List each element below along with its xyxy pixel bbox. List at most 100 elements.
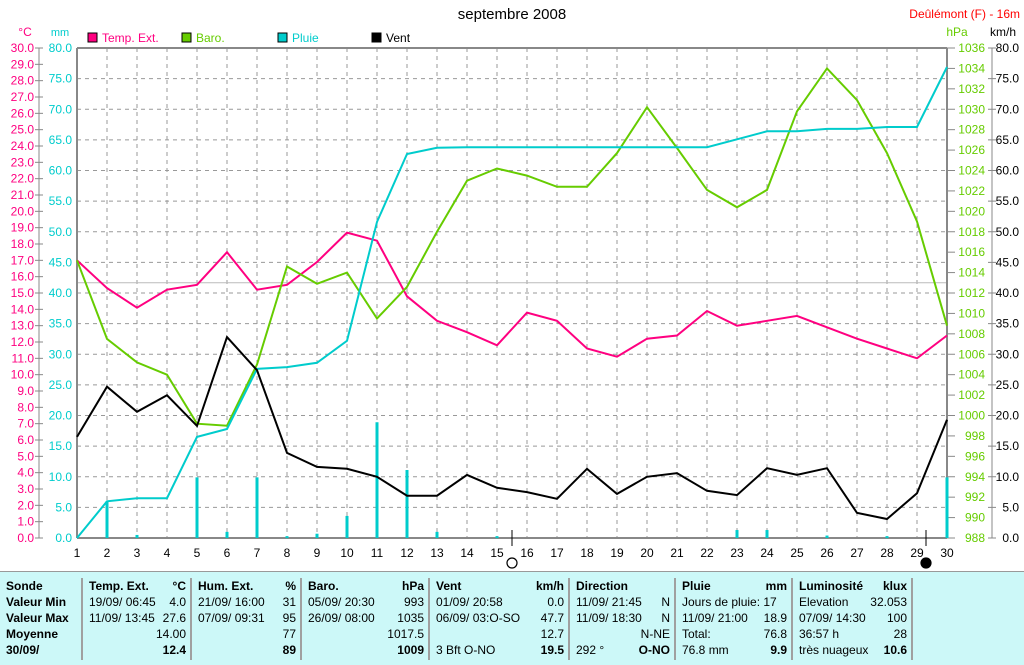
table-row: 36:57 h 28 <box>793 626 911 642</box>
wind-tick-label: 65.0 <box>996 133 1020 147</box>
baro-tick-label: 1018 <box>958 225 985 239</box>
table-row: 292 ° O-NO <box>570 642 674 658</box>
daily-rain-bar <box>225 531 229 538</box>
baro-tick-label: 1014 <box>958 266 985 280</box>
column-unit: % <box>285 579 296 593</box>
wind-tick-label: 25.0 <box>996 378 1020 392</box>
table-column-temp-ext-: Temp. Ext. °C 19/09/ 06:45 4.0 11/09/ 13:45 2… <box>83 578 192 660</box>
temp-tick-label: 4.0 <box>17 466 34 480</box>
baro-tick-label: 996 <box>965 449 985 463</box>
daily-rain-bar <box>255 477 259 538</box>
legend-swatch <box>371 32 382 43</box>
x-tick-label: 25 <box>790 546 804 560</box>
table-row: très nuageux 10.6 <box>793 642 911 658</box>
table-column-baro-: Baro. hPa 05/09/ 20:30 993 26/09/ 08:00 1035 1… <box>302 578 430 660</box>
cell-label: 11/09/ 18:30 <box>576 611 642 625</box>
column-header: Sonde <box>6 579 43 593</box>
cell-label: Moyenne <box>6 627 59 641</box>
temp-tick-label: 3.0 <box>17 482 34 496</box>
rain-tick-label: 0.0 <box>55 531 72 545</box>
cell-label: 26/09/ 08:00 <box>308 611 375 625</box>
wind-tick-label: 75.0 <box>996 72 1020 86</box>
baro-tick-label: 1028 <box>958 123 985 137</box>
rain-tick-label: 25.0 <box>49 378 73 392</box>
x-tick-label: 1 <box>74 546 81 560</box>
table-header: Vent km/h <box>430 578 568 594</box>
rain-tick-label: 80.0 <box>49 41 73 55</box>
table-header: Sonde <box>0 578 81 594</box>
temp-tick-label: 29.0 <box>11 57 35 71</box>
baro-tick-label: 1030 <box>958 102 985 116</box>
table-row: 26/09/ 08:00 1035 <box>302 610 428 626</box>
table-row: 1009 <box>302 642 428 658</box>
cell-value: N <box>661 611 670 625</box>
column-header: Baro. <box>308 579 339 593</box>
table-row: 77 <box>192 626 300 642</box>
cell-label: 11/09/ 21:45 <box>576 595 642 609</box>
table-row: Valeur Min <box>0 594 81 610</box>
table-header: Pluie mm <box>676 578 791 594</box>
x-tick-label: 16 <box>520 546 534 560</box>
cell-label: Valeur Min <box>6 595 67 609</box>
rain-tick-label: 40.0 <box>49 286 73 300</box>
temp-tick-label: 17.0 <box>11 253 35 267</box>
cell-value: 31 <box>282 595 296 609</box>
baro-tick-label: 1010 <box>958 306 985 320</box>
daily-rain-bar <box>315 533 319 538</box>
chart-title: septembre 2008 <box>457 6 567 23</box>
table-row: N-NE <box>570 626 674 642</box>
baro-tick-label: 1004 <box>958 368 985 382</box>
table-row: 06/09/ 03:O-SO 47.7 <box>430 610 568 626</box>
baro-tick-label: 1006 <box>958 347 985 361</box>
table-row: 76.8 mm 9.9 <box>676 642 791 658</box>
cell-label: 19/09/ 06:45 <box>89 595 156 609</box>
x-tick-label: 23 <box>730 546 744 560</box>
x-tick-label: 12 <box>400 546 414 560</box>
wind-tick-label: 70.0 <box>996 102 1020 116</box>
cell-value: 12.7 <box>540 627 564 641</box>
daily-rain-bar <box>495 536 499 539</box>
table-column-sonde: Sonde Valeur Min Valeur Max Moyenne 30/09/ <box>0 578 83 660</box>
x-tick-label: 6 <box>224 546 231 560</box>
baro-tick-label: 998 <box>965 429 985 443</box>
cell-value: 12.4 <box>162 643 186 657</box>
rain-tick-label: 70.0 <box>49 102 73 116</box>
table-row: 07/09/ 14:30 100 <box>793 610 911 626</box>
temp-tick-label: 15.0 <box>11 286 35 300</box>
table-row: Elevation 32.053 <box>793 594 911 610</box>
column-unit: mm <box>765 579 787 593</box>
x-tick-label: 28 <box>880 546 894 560</box>
column-header: Pluie <box>682 579 711 593</box>
x-tick-label: 3 <box>134 546 141 560</box>
table-column-pluie: Pluie mm Jours de pluie: 17 11/09/ 21:00 18.… <box>676 578 793 660</box>
baro-tick-label: 1034 <box>958 61 985 75</box>
baro-tick-label: 1024 <box>958 164 985 178</box>
baro-tick-label: 990 <box>965 511 985 525</box>
station-label: Deûlémont (F) - 16m <box>909 7 1020 21</box>
baro-tick-label: 1022 <box>958 184 985 198</box>
daily-rain-bar <box>135 534 139 538</box>
wind-tick-label: 30.0 <box>996 347 1020 361</box>
wind-tick-label: 35.0 <box>996 317 1020 331</box>
baro-tick-label: 1002 <box>958 388 985 402</box>
daily-rain-bar <box>285 536 289 539</box>
cell-value: 10.6 <box>883 643 907 657</box>
temp-tick-label: 12.0 <box>11 335 35 349</box>
wind-tick-label: 5.0 <box>1002 500 1019 514</box>
table-column-hum-ext-: Hum. Ext.% 21/09/ 16:00 31 07/09/ 09:31 95 77… <box>192 578 302 660</box>
daily-rain-bar <box>105 501 109 538</box>
x-tick-label: 15 <box>490 546 504 560</box>
table-row: 3 Bft O-NO 19.5 <box>430 642 568 658</box>
temp-tick-label: 0.0 <box>17 531 34 545</box>
table-row: 14.00 <box>83 626 190 642</box>
baro-tick-label: 1026 <box>958 143 985 157</box>
cell-value: 1009 <box>397 643 424 657</box>
cell-value: 0.0 <box>547 595 564 609</box>
table-header: Baro. hPa <box>302 578 428 594</box>
column-unit: klux <box>882 579 907 593</box>
cell-value: 28 <box>893 627 907 641</box>
wind-tick-label: 0.0 <box>1002 531 1019 545</box>
cell-label: 05/09/ 20:30 <box>308 595 375 609</box>
cell-value: 14.00 <box>155 627 186 641</box>
table-row: Moyenne <box>0 626 81 642</box>
